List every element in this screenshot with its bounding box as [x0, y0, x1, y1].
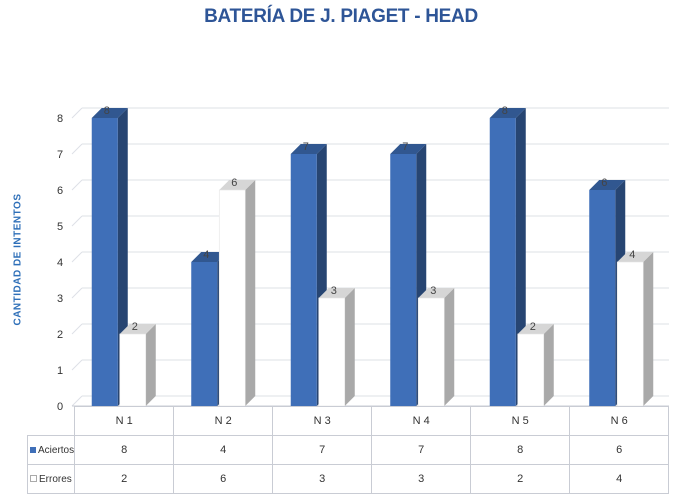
y-tick-label: 2 — [57, 329, 63, 341]
gridline-depth — [72, 180, 82, 190]
y-tick-label: 5 — [57, 221, 63, 233]
bar-side-errores — [345, 288, 355, 406]
y-tick-label: 6 — [57, 185, 63, 197]
data-label: 7 — [303, 141, 309, 153]
gridlines — [72, 108, 669, 406]
gridline-depth — [72, 324, 82, 334]
table-value: 7 — [372, 436, 471, 465]
data-label: 2 — [132, 321, 138, 333]
y-tick-label: 4 — [57, 257, 63, 269]
data-label: 2 — [530, 321, 536, 333]
bar-errores — [120, 334, 146, 406]
table-value: 6 — [174, 465, 273, 494]
table-value: 2 — [75, 465, 174, 494]
data-label: 3 — [331, 285, 337, 297]
bars — [92, 108, 654, 406]
category-label: N 6 — [570, 407, 669, 436]
table-value: 8 — [75, 436, 174, 465]
bar-side-errores — [245, 180, 255, 406]
data-table-row-errores: Errores 2 6 3 3 2 4 — [28, 465, 669, 494]
legend-entry-aciertos: Aciertos — [28, 436, 75, 465]
y-tick-label: 7 — [57, 149, 63, 161]
gridline-depth — [72, 252, 82, 262]
gridline-depth — [72, 360, 82, 370]
bar-side-errores — [146, 324, 156, 406]
bar-errores — [319, 298, 345, 406]
bar-errores — [518, 334, 544, 406]
category-label: N 2 — [174, 407, 273, 436]
bar-aciertos — [589, 190, 615, 406]
table-value: 6 — [570, 436, 669, 465]
data-label: 7 — [402, 141, 408, 153]
table-value: 3 — [273, 465, 372, 494]
bar-errores — [617, 262, 643, 406]
bar-aciertos — [191, 262, 217, 406]
bar-errores — [418, 298, 444, 406]
data-labels: 8 2 4 6 7 3 7 3 8 2 6 4 — [104, 105, 636, 333]
gridline-depth — [72, 396, 82, 406]
legend-label: Aciertos — [38, 445, 74, 456]
data-label: 8 — [502, 105, 508, 117]
category-label: N 5 — [471, 407, 570, 436]
category-label: N 4 — [372, 407, 471, 436]
data-label: 3 — [430, 285, 436, 297]
bar-aciertos — [390, 154, 416, 406]
data-label: 8 — [104, 105, 110, 117]
data-table-header-row: N 1 N 2 N 3 N 4 N 5 N 6 — [28, 407, 669, 436]
legend-entry-errores: Errores — [28, 465, 75, 494]
legend-key-errores — [30, 475, 37, 482]
table-value: 3 — [372, 465, 471, 494]
bar-side-errores — [444, 288, 454, 406]
data-table-row-aciertos: Aciertos 8 4 7 7 8 6 — [28, 436, 669, 465]
bar-aciertos — [490, 118, 516, 406]
table-value: 4 — [570, 465, 669, 494]
bar-side-errores — [643, 252, 653, 406]
bar-errores — [219, 190, 245, 406]
category-label: N 1 — [75, 407, 174, 436]
gridline-depth — [72, 108, 82, 118]
table-value: 8 — [471, 436, 570, 465]
gridline-depth — [72, 144, 82, 154]
data-label: 4 — [203, 249, 209, 261]
bar-aciertos — [92, 118, 118, 406]
data-table-corner — [28, 407, 75, 436]
y-tick-label: 1 — [57, 365, 63, 377]
bar-aciertos — [291, 154, 317, 406]
data-label: 6 — [601, 177, 607, 189]
bar-side-errores — [544, 324, 554, 406]
data-label: 4 — [629, 249, 635, 261]
table-value: 4 — [174, 436, 273, 465]
data-table: N 1 N 2 N 3 N 4 N 5 N 6 Aciertos 8 4 7 7… — [27, 406, 669, 494]
y-tick-label: 8 — [57, 113, 63, 125]
y-tick-label: 3 — [57, 293, 63, 305]
legend-key-aciertos — [30, 447, 36, 453]
table-value: 7 — [273, 436, 372, 465]
data-label: 6 — [231, 177, 237, 189]
category-label: N 3 — [273, 407, 372, 436]
legend-label: Errores — [39, 474, 72, 485]
table-value: 2 — [471, 465, 570, 494]
gridline-depth — [72, 288, 82, 298]
gridline-depth — [72, 216, 82, 226]
